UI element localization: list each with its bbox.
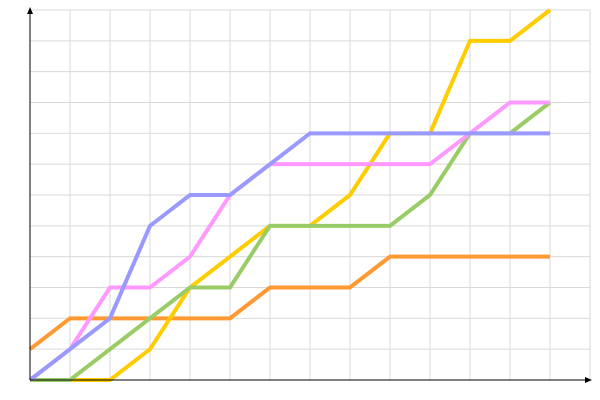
grid <box>29 9 591 381</box>
axes <box>27 7 592 383</box>
y-axis-arrow-icon <box>27 7 33 14</box>
series-lines <box>28 8 552 382</box>
series-line-3 <box>30 100 552 382</box>
series-line-4 <box>28 100 550 382</box>
x-axis-arrow-icon <box>585 377 592 383</box>
series-line-1 <box>28 254 550 351</box>
series-line-5 <box>28 131 550 382</box>
